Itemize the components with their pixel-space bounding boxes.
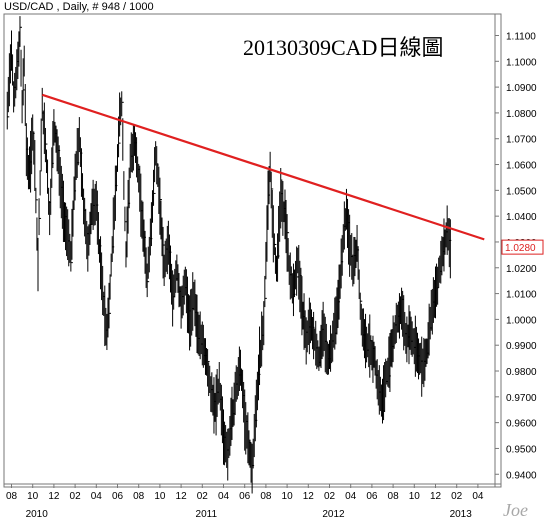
y-axis-tick-label: 1.0400 <box>506 212 537 223</box>
x-axis-year-label: 2011 <box>196 509 218 520</box>
y-axis-tick-label: 0.9600 <box>506 419 537 430</box>
x-axis-tick-label: 02 <box>451 491 463 502</box>
x-axis-tick-label: 10 <box>27 491 39 502</box>
y-axis-tick-label: 0.9700 <box>506 393 537 404</box>
x-axis-tick-label: 04 <box>472 491 484 502</box>
x-axis-tick-label: 10 <box>409 491 421 502</box>
last-price-box <box>501 239 544 255</box>
y-axis-tick-label: 0.9800 <box>506 367 537 378</box>
x-axis-tick-label: 12 <box>430 491 442 502</box>
x-axis-tick-label: 12 <box>48 491 60 502</box>
x-axis-tick-label: 08 <box>133 491 145 502</box>
x-axis-tick-label: 06 <box>112 491 124 502</box>
y-axis-tick-label: 1.0200 <box>506 264 537 275</box>
x-axis-year-label: 2010 <box>26 509 49 520</box>
x-axis-tick-label: 08 <box>260 491 272 502</box>
x-axis-tick-label: 06 <box>239 491 251 502</box>
y-axis-tick-label: 1.0500 <box>506 186 537 197</box>
author-signature: Joe <box>503 500 528 520</box>
y-axis-tick-label: 1.0800 <box>506 109 537 120</box>
x-axis-tick-label: 04 <box>345 491 357 502</box>
chart-title: 20130309CAD日線圖 <box>243 35 444 60</box>
x-axis-tick-label: 06 <box>366 491 378 502</box>
x-axis-tick-label: 12 <box>303 491 315 502</box>
x-axis-tick-label: 10 <box>282 491 294 502</box>
y-axis-tick-label: 0.9400 <box>506 470 537 481</box>
x-axis-tick-label: 08 <box>6 491 18 502</box>
y-axis-tick-label: 1.0600 <box>506 161 537 172</box>
y-axis-tick-label: 1.0700 <box>506 135 537 146</box>
plot-frame <box>3 13 502 488</box>
y-axis-tick-label: 1.0100 <box>506 290 537 301</box>
x-axis-tick-label: 02 <box>197 491 209 502</box>
x-axis-year-label: 2012 <box>322 509 345 520</box>
x-axis-tick-label: 02 <box>324 491 336 502</box>
chart-header: USD/CAD , Daily, # 948 / 1000 <box>4 1 154 13</box>
y-axis-tick-label: 0.9500 <box>506 444 537 455</box>
x-axis-tick-label: 04 <box>218 491 230 502</box>
y-axis-tick-label: 1.1100 <box>506 31 536 42</box>
y-axis-tick-label: 1.1000 <box>506 57 537 68</box>
x-axis-tick-label: 08 <box>388 491 400 502</box>
x-axis-tick-label: 04 <box>91 491 103 502</box>
y-axis-tick-label: 1.0900 <box>506 83 537 94</box>
x-axis-tick-label: 02 <box>70 491 82 502</box>
y-axis-tick-label: 0.9900 <box>506 341 537 352</box>
y-axis-tick-label: 1.0000 <box>506 315 537 326</box>
resistance-trendline <box>41 93 485 241</box>
last-price-label: 1.0280 <box>505 243 536 254</box>
x-axis-tick-label: 10 <box>154 491 166 502</box>
x-axis-year-label: 2013 <box>450 509 473 520</box>
x-axis-tick-label: 12 <box>176 491 188 502</box>
